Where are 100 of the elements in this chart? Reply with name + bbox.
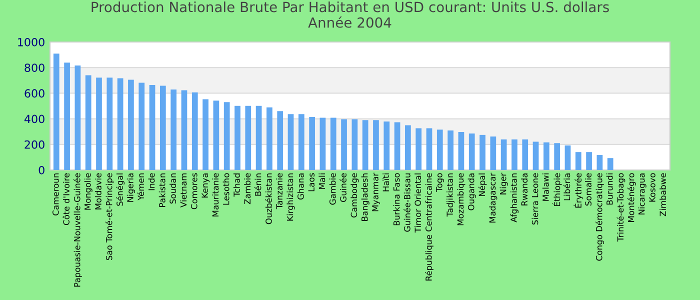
bar [426,128,432,170]
x-tick-label: Guinée [340,173,346,202]
x-tick-label: Sao Tomé-et-Principe [105,173,114,260]
bar [160,86,166,170]
bar [288,114,294,170]
bar [532,142,539,170]
bar [458,132,464,170]
bar [181,90,188,170]
bar [512,139,518,170]
bar [436,130,443,170]
bar [266,107,272,170]
bar [202,99,208,170]
x-tick-label: Tanzanie [276,173,283,210]
x-tick-label: Éthiopie [552,173,562,206]
x-tick-label: République Centrafricaine [425,173,434,280]
x-tick-label: Libéria [563,174,570,200]
x-tick-label: Rwanda [521,174,528,206]
x-tick-label: Somalie [585,173,592,206]
x-tick-label: Congo Démocratique [595,173,604,261]
x-tick-label: Papouasie-Nouvelle-Guinée [74,173,82,287]
x-tick-label: Bangladesh [361,173,370,221]
bar [53,54,60,170]
x-tick-label: Gambie [329,173,336,205]
x-tick-label: Nigeria [126,174,135,202]
x-tick-label: Moldavie [94,173,102,210]
bar [586,152,592,170]
bar [607,158,614,170]
x-tick-label: Zimbabwe [660,173,666,216]
bar [448,130,454,170]
x-tick-label: Cambodge [350,173,359,218]
bar [224,102,230,170]
x-tick-label: Niger [500,172,508,194]
bar [564,145,571,170]
bar [480,134,486,170]
chart-title: Production Nationale Brute Par Habitant en USD courant: Units U.S. dollars Année 2004 [92,2,609,28]
y-tick-label: 800 [24,64,44,72]
y-tick-label: 600 [24,89,44,98]
bar [298,114,304,170]
x-tick-label: Sierra Leone [532,173,538,225]
x-tick-label: Pakistan [158,173,166,207]
x-tick-label: Afghanistan [510,173,518,222]
x-tick-label: Lesotho [222,173,230,205]
x-tick-label: Côte d'Ivoire [62,173,70,226]
bar [362,120,368,170]
bar [234,106,240,170]
bar [352,119,358,170]
x-tick-label: Vietnam [180,173,187,208]
bar [416,128,422,170]
bar [74,66,81,170]
bar [405,125,411,170]
x-tick-label: Kosovo [649,173,656,202]
bar [192,92,198,170]
y-tick-label: 0 [38,166,44,174]
x-tick-label: Guinée-Bissau [404,174,410,232]
x-tick-label: Sénégal [116,174,125,206]
x-tick-label: Monténégro [627,173,636,222]
bar [490,136,496,170]
bar [138,82,145,170]
x-tick-label: Mauritanie [212,173,219,216]
bar [245,106,252,170]
x-tick-label: Érythrée [574,173,584,208]
bar [277,111,284,170]
x-tick-label: Inde [148,173,155,190]
x-tick-label: Tchad [233,174,240,197]
bar [96,78,102,170]
bar [117,78,124,170]
bar [64,62,70,170]
bar [500,139,507,170]
x-tick-label: Kenya [202,174,210,198]
x-tick-label: Burkina Faso [393,173,400,226]
bar [394,122,400,170]
x-tick-label: Yémen [137,173,144,200]
x-tick-label: Madagascar [489,172,498,223]
x-tick-label: Nicaragua [638,174,646,214]
bar [330,118,336,170]
x-tick-label: Burundi [606,174,613,205]
x-tick-label: Malawi [542,174,549,201]
bar [320,118,326,170]
x-tick-label: Soudan [170,173,176,204]
bar [554,143,560,170]
bar [543,142,550,170]
x-tick-label: Mongolie [84,173,92,210]
x-tick-label: Haïti [382,174,390,192]
bar [170,89,177,170]
x-tick-label: Mozambique [457,173,466,226]
bar [468,134,475,170]
bar [341,119,347,170]
x-tick-label: Comores [190,173,198,210]
x-tick-label: Kirghizistan [286,173,295,221]
x-tick-label: Bénin [254,173,262,196]
x-tick-label: Togo [436,173,444,192]
y-tick-label: 400 [24,114,44,124]
bar [256,106,262,170]
x-tick-label: Népal [478,174,487,196]
x-tick-label: Zambie [244,173,251,204]
bar [128,80,134,170]
bar [106,78,113,170]
x-tick-label: Timor Oriental [414,174,422,233]
y-tick-label: 1000 [18,38,44,46]
bar [85,75,92,170]
